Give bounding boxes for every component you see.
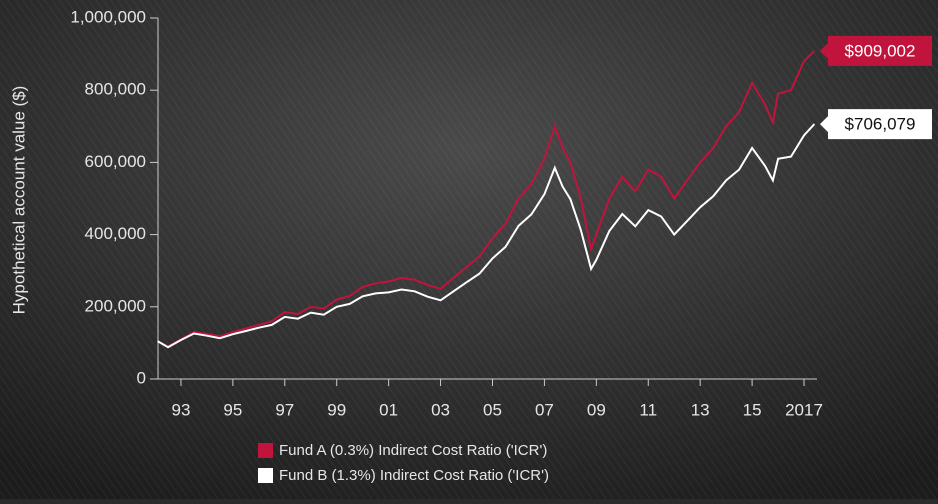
y-tick-label: 400,000 — [85, 224, 146, 243]
y-tick-label: 600,000 — [85, 152, 146, 171]
y-tick-label: 1,000,000 — [70, 7, 146, 26]
legend-swatch — [258, 443, 273, 458]
x-tick-label: 2017 — [785, 400, 823, 419]
x-tick-label: 11 — [639, 400, 657, 419]
x-tick-label: 93 — [171, 400, 190, 419]
x-tick-label: 07 — [535, 400, 554, 419]
x-tick-label: 01 — [379, 400, 398, 419]
y-tick-label: 0 — [137, 368, 146, 387]
x-tick-label: 97 — [275, 400, 294, 419]
x-tick-label: 15 — [743, 400, 762, 419]
x-tick-label: 03 — [431, 400, 450, 419]
chart: Hypothetical account value ($) 0 200,000 4… — [0, 0, 938, 499]
x-tick-label: 09 — [587, 400, 606, 419]
x-tick-label: 13 — [691, 400, 710, 419]
x-tick-label: 99 — [327, 400, 346, 419]
x-tick-label: 05 — [483, 400, 502, 419]
value-label: $706,079 — [845, 115, 916, 134]
legend-swatch — [258, 468, 273, 483]
x-tick-label: 95 — [223, 400, 242, 419]
y-axis-label: Hypothetical account value ($) — [9, 86, 28, 315]
y-tick-label: 200,000 — [85, 296, 146, 315]
value-label: $909,002 — [845, 41, 916, 60]
legend-label: Fund B (1.3%) Indirect Cost Ratio ('ICR'… — [279, 467, 549, 484]
y-tick-label: 800,000 — [85, 80, 146, 99]
legend-label: Fund A (0.3%) Indirect Cost Ratio ('ICR'… — [279, 442, 547, 459]
